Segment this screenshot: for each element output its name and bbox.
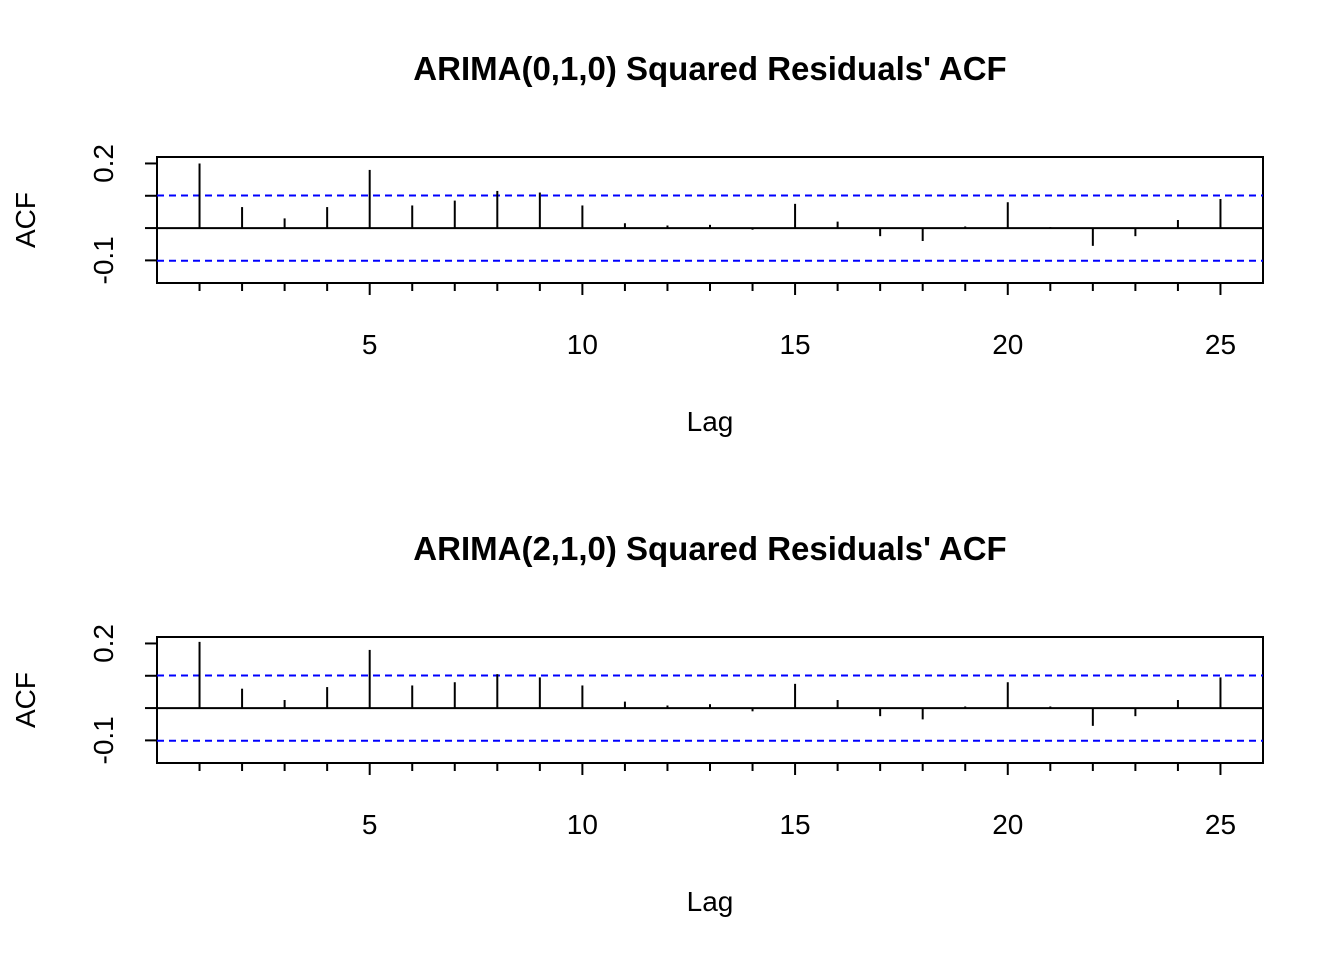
x-tick-label: 25 [1205, 809, 1236, 840]
y-tick-label: 0.2 [88, 624, 119, 663]
x-tick-label: 10 [567, 809, 598, 840]
plot-frame [156, 156, 1264, 284]
acf-panel-2: ARIMA(2,1,0) Squared Residuals' ACF 5 10 15… [10, 530, 1264, 917]
y-tick-label: 0.2 [88, 144, 119, 183]
y-axis-label: ACF [10, 672, 41, 728]
y-tick-label: -0.1 [88, 716, 119, 764]
plot-frame [156, 636, 1264, 764]
chart-title: ARIMA(0,1,0) Squared Residuals' ACF [413, 50, 1006, 87]
x-tick-label: 15 [779, 329, 810, 360]
x-tick-label: 10 [567, 329, 598, 360]
x-tick-label: 15 [779, 809, 810, 840]
x-tick-label: 25 [1205, 329, 1236, 360]
y-tick-label: -0.1 [88, 236, 119, 284]
x-tick-label: 5 [362, 809, 378, 840]
x-tick-label: 20 [992, 329, 1023, 360]
y-axis-label: ACF [10, 192, 41, 248]
acf-panel-1: ARIMA(0,1,0) Squared Residuals' ACF 5 10 15… [10, 50, 1264, 437]
x-axis-label: Lag [687, 406, 734, 437]
x-tick-label: 20 [992, 809, 1023, 840]
x-axis-label: Lag [687, 886, 734, 917]
chart-title: ARIMA(2,1,0) Squared Residuals' ACF [413, 530, 1006, 567]
x-tick-label: 5 [362, 329, 378, 360]
